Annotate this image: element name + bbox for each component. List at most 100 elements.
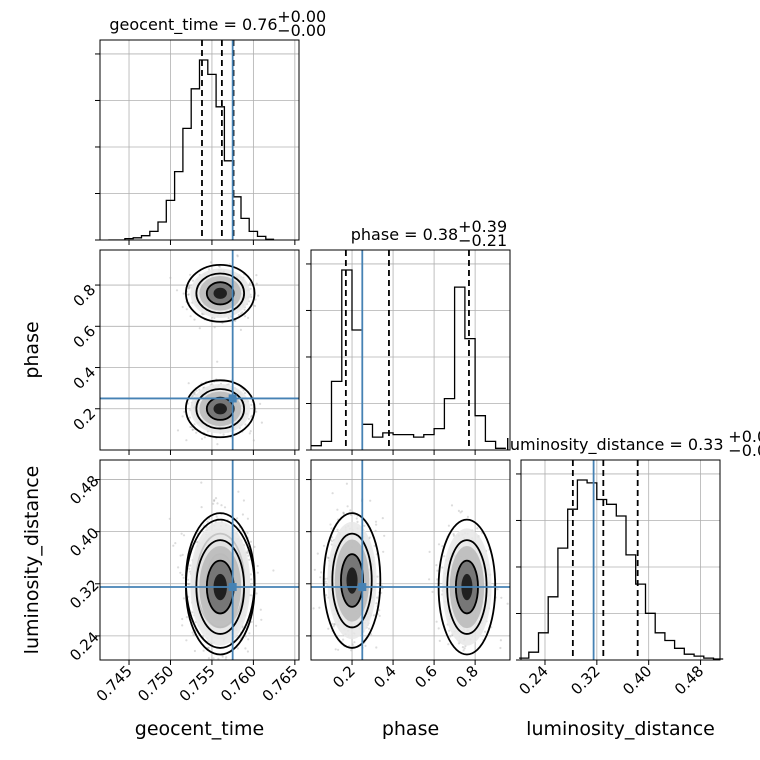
scatter-point: [195, 431, 198, 434]
scatter-point: [375, 646, 378, 649]
scatter-point: [246, 551, 249, 555]
scatter-point: [353, 641, 356, 644]
scatter-point: [375, 523, 378, 526]
scatter-point: [214, 520, 217, 523]
x-axis-label-luminosity_distance: luminosity_distance: [526, 718, 715, 740]
scatter-point: [189, 315, 192, 318]
scatter-point: [206, 520, 209, 523]
scatter-point: [438, 639, 441, 643]
scatter-point: [214, 497, 218, 500]
scatter-point: [181, 415, 184, 418]
scatter-point: [349, 509, 352, 512]
panel-title-lower-geocent_time: −0.00: [277, 21, 326, 40]
scatter-point: [246, 531, 249, 535]
y-tick-label-luminosity_distance: 0.48: [66, 472, 102, 508]
scatter-point: [176, 429, 180, 432]
contour-line: [205, 281, 235, 306]
scatter-point: [247, 638, 250, 641]
scatter-point: [463, 647, 466, 650]
scatter-point: [246, 517, 249, 520]
y-tick-label-phase: 0.2: [70, 404, 100, 434]
scatter-point: [175, 289, 179, 292]
scatter-point: [450, 504, 454, 507]
truth-marker: [228, 394, 237, 403]
scatter-point: [375, 602, 378, 605]
scatter-point: [369, 499, 372, 502]
density-level: [213, 287, 227, 299]
scatter-point: [250, 578, 253, 581]
truth-marker: [228, 583, 237, 592]
panel-frame-geocent_time: [99, 39, 300, 241]
panel-clip-group: [108, 40, 275, 240]
y-tick-label-phase: 0.6: [70, 322, 100, 352]
scatter-point: [355, 517, 358, 520]
scatter-point: [185, 639, 188, 642]
scatter-point: [331, 540, 334, 543]
scatter-point: [177, 566, 180, 569]
scatter-point: [254, 298, 257, 301]
scatter-point: [191, 279, 195, 282]
scatter-point: [447, 643, 450, 646]
y-tick-label-luminosity_distance: 0.40: [66, 524, 102, 560]
panel-title-upper-luminosity_distance: +0.05: [728, 427, 760, 446]
scatter-point: [203, 436, 206, 439]
scatter-point: [236, 647, 239, 650]
scatter-point: [195, 540, 198, 544]
scatter-point: [372, 614, 376, 617]
y-tick-label-phase: 0.4: [70, 363, 100, 393]
scatter-point: [247, 554, 250, 557]
scatter-point: [222, 433, 225, 436]
panel-clip-group: [571, 460, 639, 660]
scatter-point: [448, 629, 451, 632]
scatter-point: [188, 287, 191, 290]
panel-clip-group: [311, 460, 510, 660]
x-tick-label-luminosity_distance: 0.48: [671, 662, 707, 698]
scatter-point: [324, 580, 327, 583]
scatter-point: [499, 646, 502, 650]
scatter-point: [237, 490, 240, 493]
histogram-geocent_time: [108, 59, 275, 240]
scatter-point: [441, 566, 444, 569]
x-tick-label-luminosity_distance: 0.32: [567, 662, 603, 698]
panel-clip-group: [100, 250, 299, 450]
scatter-point: [249, 573, 252, 576]
x-tick-label-luminosity_distance: 0.40: [619, 662, 655, 698]
scatter-point: [242, 389, 245, 392]
scatter-point: [191, 428, 194, 431]
scatter-point: [452, 534, 455, 537]
scatter-point: [441, 545, 444, 548]
scatter-point: [250, 403, 253, 406]
scatter-point: [182, 597, 185, 600]
scatter-point: [206, 646, 210, 649]
scatter-point: [182, 576, 185, 579]
scatter-point: [189, 564, 192, 567]
panel-frame-phase-luminosity_distance: [310, 459, 511, 661]
scatter-point: [209, 261, 212, 264]
scatter-point: [435, 620, 438, 623]
scatter-point: [460, 510, 464, 513]
scatter-point: [462, 649, 465, 652]
scatter-point: [242, 499, 245, 502]
panel-title-lower-phase: −0.21: [458, 231, 507, 250]
scatter-point: [188, 285, 191, 288]
scatter-point: [182, 534, 186, 537]
scatter-point: [428, 550, 431, 554]
scatter-point: [188, 567, 191, 570]
scatter-point: [179, 554, 182, 557]
scatter-point: [234, 319, 237, 323]
contour-line: [185, 263, 256, 323]
scatter-point: [250, 415, 253, 418]
scatter-point: [256, 564, 259, 568]
scatter-point: [250, 295, 253, 299]
scatter-point: [202, 649, 205, 652]
scatter-point: [213, 499, 216, 503]
scatter-point: [259, 608, 262, 611]
scatter-point: [319, 576, 322, 579]
scatter-point: [215, 515, 218, 518]
scatter-point: [382, 550, 385, 553]
scatter-point: [333, 623, 336, 626]
scatter-point: [255, 592, 258, 595]
scatter-point: [331, 622, 334, 625]
scatter-point: [459, 511, 462, 514]
scatter-point: [193, 391, 196, 394]
